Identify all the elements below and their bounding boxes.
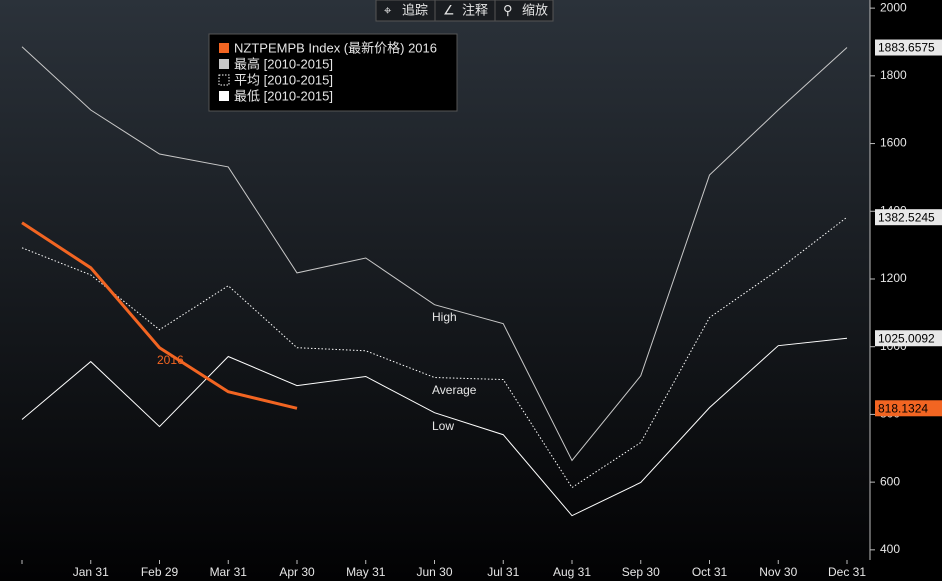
last-value-label: 1883.6575 [878,41,935,55]
toolbar-frame [375,0,554,22]
y-tick-label: 2000 [880,0,907,14]
icon: ∠ [443,2,455,17]
legend-frame [208,33,458,112]
toolbar-button[interactable]: 追踪 [402,2,428,17]
y-tick-label: 600 [880,474,900,488]
x-tick-label: Nov 30 [759,565,797,579]
series-line [21,221,298,410]
x-tick-label: Sep 30 [622,565,660,579]
series-line [21,216,848,489]
y-tick-label: 1600 [880,136,907,150]
legend-label: 最低 [2010-2015] [234,88,333,103]
legend-label: 最高 [2010-2015] [234,56,333,71]
y-tick-label: 400 [880,542,900,556]
annotation: Low [432,419,454,433]
x-tick-label: Jul 31 [487,565,519,579]
last-value-box [875,400,942,417]
annotation: 2016 [157,353,184,367]
legend-swatch [219,59,229,69]
toolbar-button[interactable]: 注释 [462,2,488,17]
last-value-box [875,39,942,56]
x-tick-label: Aug 31 [553,565,591,579]
axis-background [870,0,942,581]
icon: ⚲ [503,2,513,17]
x-tick-label: Jun 30 [416,565,452,579]
last-value-box [875,209,942,226]
icon: ⌖ [384,2,392,17]
legend-label: NZTPEMPB Index (最新价格) 2016 [234,40,437,55]
last-value-label: 1382.5245 [878,210,935,224]
toolbar: ⌖ 追踪 ∠ 注释 ⚲ 缩放 [375,0,554,22]
legend-swatch [219,43,229,53]
last-value-label: 818.1324 [878,401,928,415]
x-tick-label: May 31 [346,565,386,579]
legend-label: 平均 [2010-2015] [234,72,333,87]
annotation: Average [432,383,477,397]
legend-swatch [219,91,229,101]
series-line [21,337,848,517]
toolbar-button[interactable]: 缩放 [522,2,548,17]
legend-swatch [218,74,230,86]
x-tick-label: Feb 29 [141,565,179,579]
series-line [21,46,848,462]
last-value-label: 1025.0092 [878,331,935,345]
x-tick-label: Oct 31 [692,565,728,579]
x-tick-label: Dec 31 [828,565,866,579]
x-tick-label: Mar 31 [210,565,248,579]
y-tick-label: 1800 [880,68,907,82]
x-tick-label: Apr 30 [279,565,315,579]
x-tick-label: Jan 31 [73,565,109,579]
y-tick-label: 1200 [880,271,907,285]
last-value-box [875,330,942,347]
annotation: High [432,310,457,324]
